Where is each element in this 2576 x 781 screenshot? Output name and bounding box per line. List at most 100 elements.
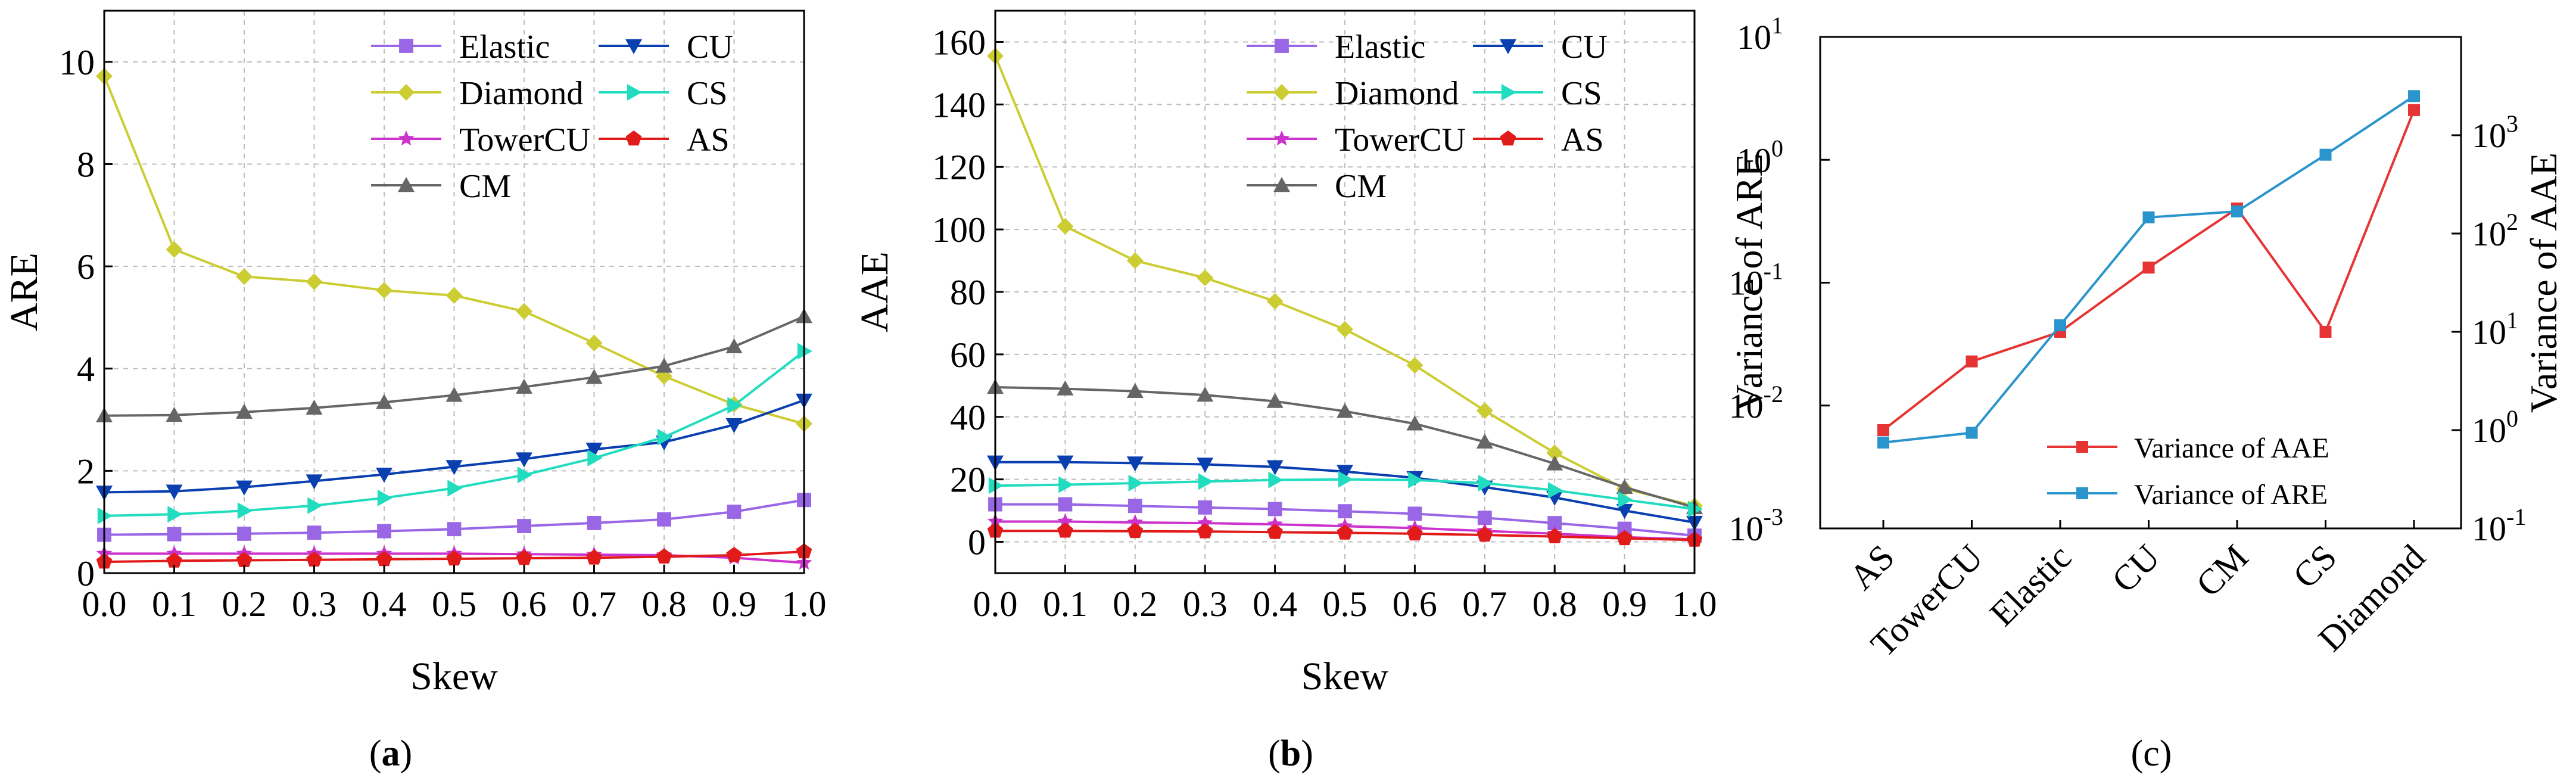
panel-c-tick-base: 10: [1729, 509, 1764, 548]
panel-b-point-elastic: [1338, 504, 1352, 519]
panel-b-y-tick-label: 160: [932, 23, 986, 62]
panel-b-point-as: [1057, 522, 1073, 538]
panel-b-point-as: [1477, 527, 1493, 542]
panel-b-legend-label-cs: CS: [1561, 75, 1602, 112]
panel-c-series: [1877, 90, 2420, 449]
panel-a-point-elastic: [447, 522, 462, 537]
panel-b-point-cu: [1266, 460, 1284, 475]
panel-c-tick-base: 10: [1729, 264, 1764, 303]
panel-c-point-variance-of-aae: [1966, 355, 1978, 368]
panel-a-x-tick-label: 0.1: [152, 584, 197, 624]
panel-b-x-tick-label: 0.8: [1532, 584, 1577, 624]
panel-b-aae-vs-skew: 0.0 0.1 0.2 0.3 0.4 0.5 0.6 0.7 0.8 0.9 1.0 0 20 40 60…: [853, 10, 1717, 698]
panel-c-point-variance-of-aae: [1877, 424, 1889, 436]
panel-a-x-tick-label: 0.7: [572, 584, 616, 624]
panel-a-point-cm: [656, 357, 672, 373]
panel-b-x-tick-label: 0.9: [1602, 584, 1647, 624]
panel-b-legend-marker-diamond: [1273, 84, 1290, 101]
panel-c-left-tick-label: 100: [1737, 135, 1783, 179]
panel-b-legend-marker-cm: [1273, 177, 1290, 192]
panel-c-x-tick-label: CS: [2285, 537, 2344, 596]
panel-b-legend-label-diamond: Diamond: [1335, 75, 1459, 112]
panel-b-point-cm: [1546, 455, 1563, 471]
panel-b-point-towercu: [1127, 514, 1144, 530]
panel-a-point-as: [376, 550, 393, 567]
panel-a-legend-label-elastic: Elastic: [459, 29, 550, 66]
panel-a-are-vs-skew: 0.0 0.1 0.2 0.3 0.4 0.5 0.6 0.7 0.8 0.9 1.0 0 2 4 6 8 10…: [2, 10, 827, 698]
panel-b-point-cm: [1406, 415, 1424, 431]
panel-a-point-cm: [446, 387, 463, 402]
panel-a-point-cs: [447, 480, 463, 497]
panel-b-point-elastic: [1477, 511, 1492, 525]
panel-a-point-cs: [377, 489, 393, 506]
panel-a-point-cu: [306, 474, 323, 490]
panel-c-point-variance-of-are: [1877, 436, 1889, 449]
panel-b-legend-label-cu: CU: [1561, 29, 1608, 66]
panel-b-point-as: [1407, 525, 1423, 541]
panel-a-legend: Elastic Diamond TowerCU CM CU CS AS: [371, 29, 733, 205]
panel-c-series-variance-of-aae: [1877, 104, 2420, 436]
panel-a-legend-marker-as: [625, 130, 642, 146]
panel-c-point-variance-of-are: [2142, 211, 2155, 223]
panel-c-left-tick-label: 10-3: [1729, 503, 1783, 548]
panel-b-legend-label-cm: CM: [1335, 168, 1387, 205]
panel-c-right-tick-label: 100: [2472, 405, 2518, 450]
panel-b-x-tick-label: 0.3: [1183, 584, 1228, 624]
panel-a-caption: (a): [369, 733, 412, 774]
panel-c-tick-base: 10: [2472, 313, 2506, 351]
panel-a-point-cs: [727, 397, 743, 414]
panel-a-point-diamond: [516, 303, 532, 320]
panel-a-x-tick-label: 0.2: [222, 584, 267, 624]
panel-b-point-elastic: [1267, 502, 1282, 516]
panel-c-tick-base: 10: [2472, 411, 2506, 450]
panel-c-tick-base: 10: [2472, 116, 2506, 155]
panel-a-point-elastic: [587, 515, 602, 530]
panel-c-legend-label-variance-of-aae: Variance of AAE: [2134, 432, 2329, 464]
panel-a-point-diamond: [236, 268, 253, 285]
panel-b-point-towercu: [1057, 513, 1073, 528]
panel-c-tick-base: 10: [2472, 214, 2506, 253]
panel-b-point-diamond: [1476, 402, 1493, 419]
panel-b-legend-label-towercu: TowerCU: [1335, 122, 1466, 158]
panel-c-legend-label-variance-of-are: Variance of ARE: [2134, 479, 2328, 511]
panel-a-y-tick-label: 6: [77, 247, 95, 287]
panel-b-y-tick-label: 140: [932, 85, 986, 125]
panel-c-tick-exponent: 3: [2506, 110, 2518, 137]
panel-a-legend-label-cu: CU: [687, 29, 733, 66]
panel-a-point-elastic: [517, 519, 531, 533]
panel-b-point-cm: [1126, 382, 1144, 398]
panel-a-x-tick-label: 0.8: [642, 584, 687, 624]
panel-b-x-tick-label: 0.6: [1393, 584, 1437, 624]
panel-a-point-as: [586, 549, 602, 565]
panel-b-y-tick-label: 40: [950, 398, 986, 437]
panel-b-point-cs: [1478, 474, 1493, 491]
panel-c-series-variance-of-are: [1877, 90, 2420, 449]
panel-b-point-cs: [1618, 491, 1633, 508]
panel-c-left-tick-label: 10-1: [1729, 258, 1783, 303]
panel-a-y-tick-label: 10: [59, 43, 95, 82]
panel-b-legend-marker-cu: [1500, 39, 1516, 54]
panel-a-point-cm: [376, 394, 393, 409]
panel-c-tick-exponent: 2: [2506, 209, 2518, 235]
panel-c-caption: (c): [2131, 733, 2172, 774]
panel-c-tick-exponent: -3: [1764, 503, 1783, 530]
panel-a-point-cu: [166, 484, 183, 500]
panel-b-x-axis-title: Skew: [1301, 655, 1389, 698]
panel-a-point-as: [446, 550, 462, 566]
panel-a-ticks: 0.0 0.1 0.2 0.3 0.4 0.5 0.6 0.7 0.8 0.9 1.0 0 2 4 6 8 10: [59, 43, 827, 624]
panel-a-point-as: [726, 547, 742, 562]
panel-b-x-tick-label: 0.0: [973, 584, 1018, 624]
panel-a-legend-label-cs: CS: [687, 75, 728, 112]
panel-b-point-diamond: [1546, 444, 1563, 462]
panel-b-y-tick-label: 60: [950, 335, 986, 375]
panel-b-point-diamond: [1266, 293, 1284, 310]
panel-c-right-axis-title: Variance of AAE: [2522, 153, 2565, 413]
panel-c-tick-exponent: -2: [1764, 381, 1783, 407]
panel-b-point-diamond: [1197, 269, 1214, 287]
panel-b-point-cs: [1128, 474, 1144, 491]
panel-b-point-as: [1337, 524, 1353, 540]
panel-c-tick-exponent: -1: [2506, 503, 2526, 530]
panel-a-series-cs: [97, 343, 812, 524]
panel-b-y-tick-label: 80: [950, 273, 986, 312]
